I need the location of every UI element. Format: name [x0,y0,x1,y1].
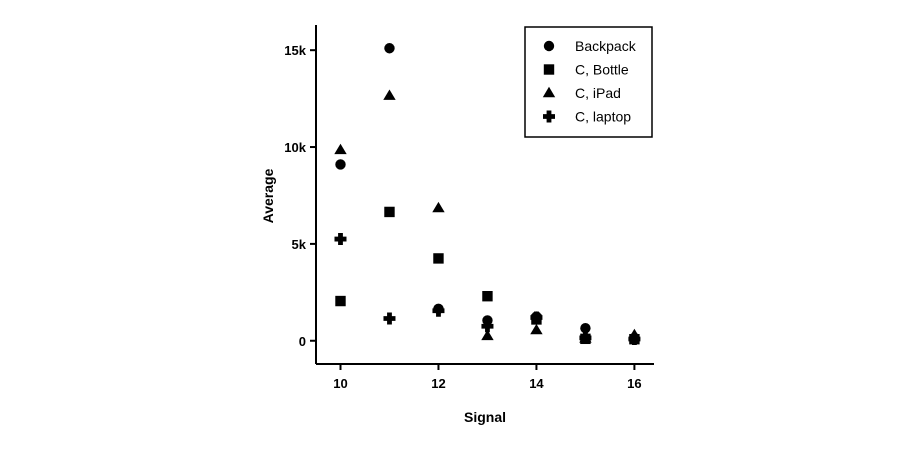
legend-marker-cross [543,110,555,123]
data-point-cross [579,331,592,344]
y-tick-label: 0 [299,334,306,349]
data-point-circle [384,43,395,54]
data-point-circle [580,322,591,334]
data-point-square [433,253,444,264]
legend-label: C, Bottle [575,62,629,78]
data-point-triangle [530,323,543,335]
data-point-triangle [334,143,347,155]
y-axis-title: Average [260,168,276,223]
data-point-cross [481,320,494,333]
data-point-cross [432,304,445,317]
x-tick-label: 14 [529,376,544,391]
legend: Backpack C, Bottle C, iPad C, laptop [524,26,653,138]
axes [315,25,654,365]
legend-marker-square [543,64,555,75]
y-tick-label: 10k [284,140,306,155]
data-point-cross [383,312,396,325]
axis-ticks: 10 12 14 16 0 5k 10k 15k [284,43,641,391]
data-point-cross [334,233,347,246]
data-point-cross [628,333,641,346]
y-tick-label: 15k [284,43,306,58]
y-tick-label: 5k [292,237,307,252]
legend-marker-triangle [542,86,556,98]
legend-label: Backpack [575,38,637,54]
data-point-square [384,206,395,218]
x-tick-label: 16 [627,376,641,391]
data-point-triangle [383,89,396,100]
data-point-triangle [481,329,494,341]
legend-label: C, iPad [575,85,621,101]
x-tick-label: 10 [333,376,347,391]
data-point-square [335,295,346,307]
data-point-triangle [432,201,445,213]
data-points [334,43,641,346]
x-tick-label: 12 [431,376,445,391]
legend-marker-circle [543,40,555,52]
x-axis-title: Signal [464,409,506,425]
data-point-cross [530,311,543,324]
data-point-square [482,291,493,302]
legend-label: C, laptop [575,109,631,125]
data-point-circle [335,159,346,170]
